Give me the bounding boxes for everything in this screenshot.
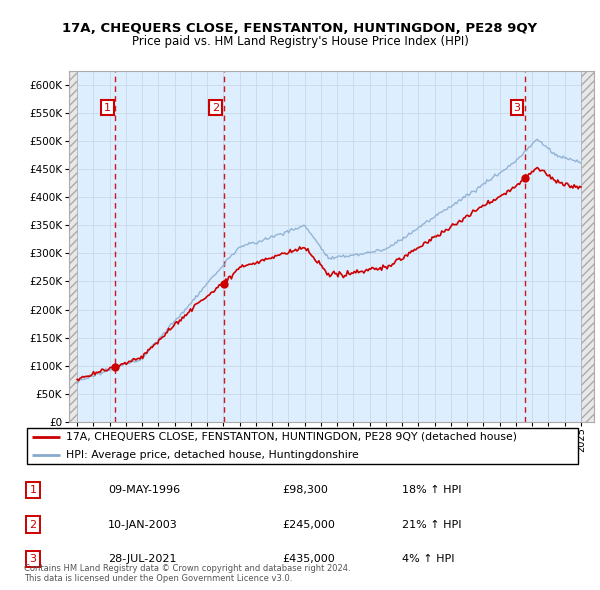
Text: £245,000: £245,000 bbox=[282, 520, 335, 529]
Text: 28-JUL-2021: 28-JUL-2021 bbox=[108, 554, 176, 563]
Text: 17A, CHEQUERS CLOSE, FENSTANTON, HUNTINGDON, PE28 9QY (detached house): 17A, CHEQUERS CLOSE, FENSTANTON, HUNTING… bbox=[66, 432, 517, 442]
Text: 18% ↑ HPI: 18% ↑ HPI bbox=[402, 486, 461, 495]
Text: 2: 2 bbox=[29, 520, 37, 529]
Text: £98,300: £98,300 bbox=[282, 486, 328, 495]
Text: £435,000: £435,000 bbox=[282, 554, 335, 563]
Text: 21% ↑ HPI: 21% ↑ HPI bbox=[402, 520, 461, 529]
Text: 10-JAN-2003: 10-JAN-2003 bbox=[108, 520, 178, 529]
FancyBboxPatch shape bbox=[27, 428, 578, 464]
Text: Contains HM Land Registry data © Crown copyright and database right 2024.
This d: Contains HM Land Registry data © Crown c… bbox=[24, 563, 350, 583]
Text: 17A, CHEQUERS CLOSE, FENSTANTON, HUNTINGDON, PE28 9QY: 17A, CHEQUERS CLOSE, FENSTANTON, HUNTING… bbox=[62, 22, 538, 35]
Text: HPI: Average price, detached house, Huntingdonshire: HPI: Average price, detached house, Hunt… bbox=[66, 450, 359, 460]
Text: 09-MAY-1996: 09-MAY-1996 bbox=[108, 486, 180, 495]
Text: 2: 2 bbox=[212, 103, 220, 113]
Text: Price paid vs. HM Land Registry's House Price Index (HPI): Price paid vs. HM Land Registry's House … bbox=[131, 35, 469, 48]
Text: 1: 1 bbox=[29, 486, 37, 495]
Bar bbox=[581, 71, 594, 422]
Text: 3: 3 bbox=[514, 103, 521, 113]
Bar bbox=[69, 71, 77, 422]
Text: 1: 1 bbox=[104, 103, 111, 113]
Text: 3: 3 bbox=[29, 554, 37, 563]
Text: 4% ↑ HPI: 4% ↑ HPI bbox=[402, 554, 455, 563]
